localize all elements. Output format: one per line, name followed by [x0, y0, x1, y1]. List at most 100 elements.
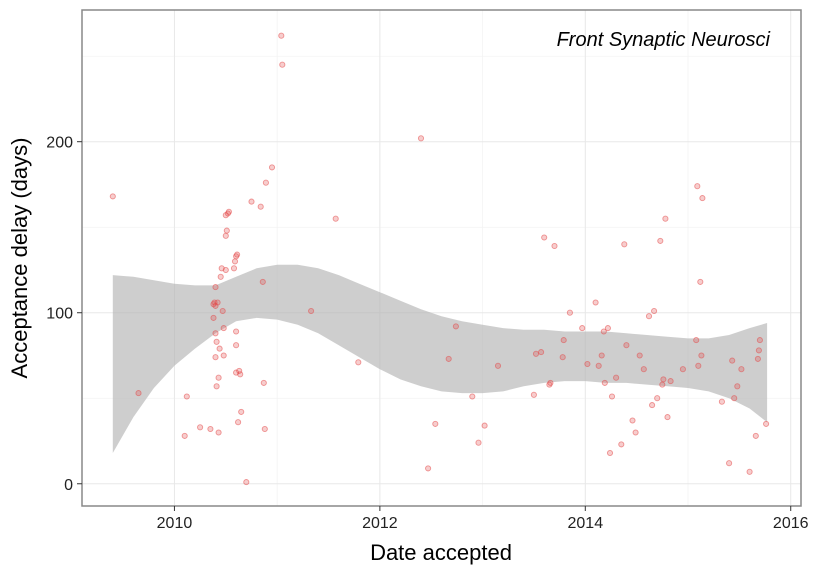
data-point	[756, 337, 763, 344]
data-point	[752, 432, 759, 439]
y-tick-label: 0	[64, 477, 73, 494]
data-point	[621, 241, 628, 248]
data-point	[219, 307, 226, 315]
data-point	[664, 414, 671, 421]
data-point	[469, 393, 476, 400]
data-point	[566, 309, 573, 316]
data-point	[445, 355, 452, 362]
x-axis-ticks: 2010 2012 2014 2016	[157, 506, 809, 532]
data-point	[541, 234, 548, 241]
data-point	[738, 366, 745, 373]
data-point	[618, 441, 625, 448]
data-point	[220, 352, 227, 359]
data-point	[560, 337, 567, 344]
data-point	[215, 374, 222, 381]
data-point	[755, 347, 762, 354]
data-point	[530, 391, 537, 398]
data-point	[481, 422, 488, 429]
data-point	[308, 307, 315, 315]
data-point	[651, 307, 658, 315]
data-point	[243, 479, 250, 486]
data-point	[475, 439, 482, 446]
plot-panel	[82, 10, 801, 506]
data-point	[601, 379, 608, 386]
data-point	[538, 349, 545, 356]
data-point	[220, 325, 227, 332]
grid-minor	[82, 10, 801, 506]
data-point	[257, 203, 264, 210]
data-point	[698, 352, 705, 359]
data-point	[694, 183, 701, 190]
x-tick-label: 2010	[157, 515, 193, 532]
data-point	[726, 460, 733, 467]
data-point	[718, 398, 725, 405]
data-point	[547, 379, 554, 386]
data-point	[181, 432, 188, 439]
data-point	[183, 393, 190, 400]
data-point	[207, 425, 214, 433]
data-point	[754, 355, 761, 362]
data-point	[608, 393, 616, 400]
data-point	[494, 362, 502, 369]
data-point	[217, 273, 224, 280]
data-point	[659, 381, 666, 388]
y-axis-title: Acceptance delay (days)	[7, 138, 32, 379]
data-point	[213, 338, 220, 345]
data-point	[210, 314, 217, 321]
data-point	[613, 374, 620, 381]
data-point	[268, 164, 276, 171]
data-point	[213, 383, 220, 390]
data-point	[679, 366, 686, 373]
data-point	[248, 198, 255, 205]
y-axis-ticks: 0 100 200	[46, 135, 82, 494]
plot-border	[81, 9, 802, 507]
data-point	[660, 376, 667, 383]
data-point	[230, 265, 238, 272]
data-point	[697, 278, 704, 285]
data-point	[212, 330, 219, 337]
data-point	[452, 323, 459, 330]
data-point	[746, 468, 753, 475]
data-point	[425, 465, 432, 472]
data-point	[584, 360, 591, 368]
data-point	[215, 429, 222, 436]
data-point	[212, 284, 219, 291]
data-point	[222, 232, 229, 239]
data-point	[559, 354, 566, 361]
data-point	[592, 299, 599, 306]
data-point	[432, 420, 439, 427]
data-point	[261, 425, 268, 433]
data-point	[234, 251, 241, 258]
data-point	[260, 379, 267, 386]
data-point	[332, 215, 339, 222]
y-tick-label: 100	[46, 306, 73, 323]
data-point	[235, 419, 242, 426]
data-point	[579, 325, 586, 332]
data-point	[763, 420, 770, 427]
y-tick-label: 200	[46, 135, 73, 152]
x-axis-title: Date accepted	[370, 540, 512, 565]
x-tick-label: 2016	[773, 515, 809, 532]
data-point	[259, 278, 266, 285]
data-point	[236, 367, 243, 374]
x-tick-label: 2012	[362, 515, 398, 532]
data-point	[649, 402, 656, 409]
data-point	[657, 237, 664, 244]
data-point	[532, 350, 540, 357]
data-point	[233, 328, 240, 335]
data-point	[279, 61, 286, 68]
data-point	[355, 359, 362, 366]
data-point	[600, 328, 607, 335]
data-point	[632, 429, 639, 436]
data-point	[595, 362, 602, 369]
data-point	[278, 32, 285, 39]
data-point	[551, 242, 558, 250]
data-point	[731, 395, 738, 402]
data-point	[662, 215, 669, 222]
data-point	[699, 195, 706, 202]
data-point	[222, 266, 229, 274]
data-point	[654, 395, 661, 402]
chart-annotation: Front Synaptic Neurosci	[557, 29, 771, 51]
data-points	[109, 32, 770, 486]
